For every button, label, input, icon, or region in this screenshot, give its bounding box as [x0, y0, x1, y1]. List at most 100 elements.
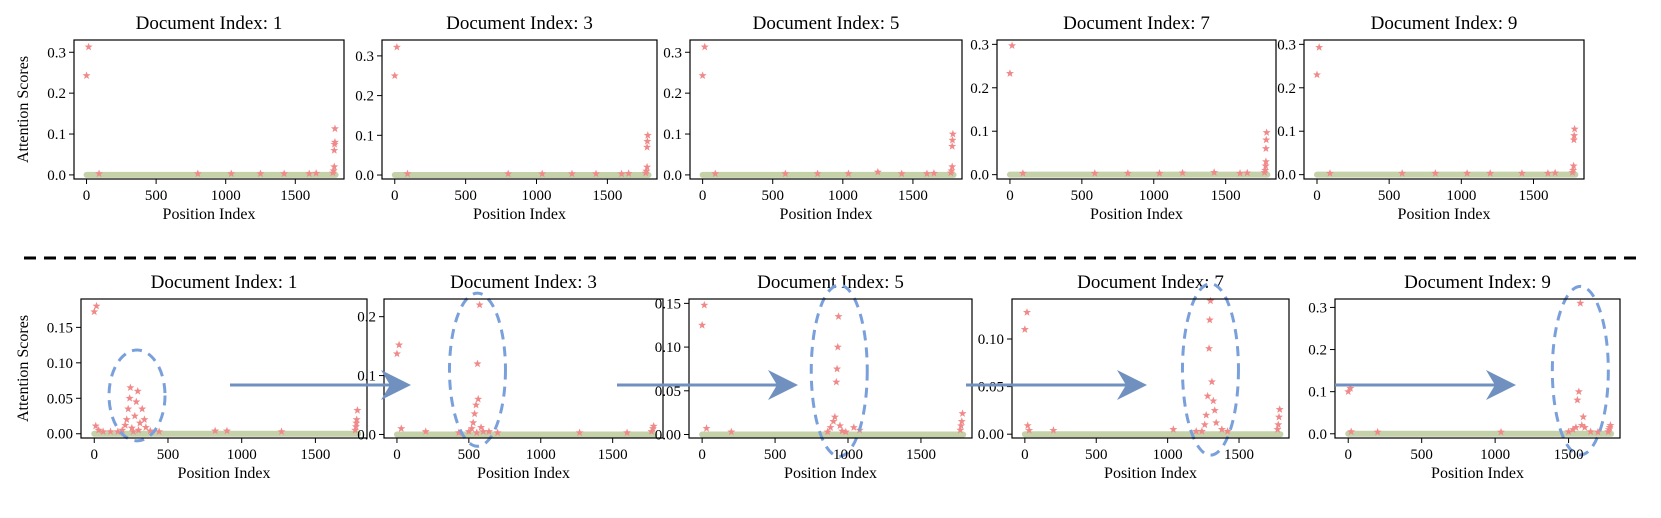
data-point	[454, 428, 463, 437]
y-tick-label: 0.0	[357, 427, 376, 443]
data-point	[82, 71, 91, 79]
data-point	[1155, 169, 1164, 177]
data-point	[833, 364, 842, 373]
data-point	[711, 169, 720, 178]
panel-r2-5: Document Index: 9 0.0 0.1 0.2 0.3 0 500 1000 150…	[1308, 272, 1621, 482]
data-point	[958, 409, 967, 417]
data-point	[948, 142, 957, 150]
data-point	[624, 169, 633, 177]
panel-title: Document Index: 3	[446, 13, 593, 34]
plot-frame	[383, 298, 664, 439]
y-tick-label: 0.15	[47, 320, 73, 336]
panel-title: Document Index: 1	[136, 13, 283, 34]
data-point	[330, 146, 339, 154]
data-point	[700, 42, 709, 51]
data-point	[1223, 427, 1232, 435]
data-point	[84, 42, 93, 51]
data-point	[1586, 427, 1595, 436]
data-point	[140, 415, 149, 423]
data-point	[352, 415, 361, 423]
data-point	[956, 425, 965, 434]
data-point	[948, 135, 957, 144]
x-axis-label: Position Index	[1104, 465, 1197, 482]
data-point	[643, 131, 652, 139]
data-point	[1570, 124, 1579, 133]
x-tick-label: 0	[393, 447, 401, 463]
x-tick-label: 0	[698, 447, 706, 463]
data-point	[567, 169, 576, 178]
data-point	[1210, 168, 1219, 176]
highlight-ellipse	[107, 348, 167, 443]
x-tick-label: 500	[764, 447, 787, 463]
x-tick-label: 1500	[592, 188, 622, 204]
panel-r2-1: Document Index: 1 0.00 0.05 0.10 0.15 0 500 100…	[15, 272, 368, 482]
y-tick-label: 0.2	[970, 81, 989, 97]
data-point	[844, 169, 853, 178]
y-tick-label: 0.2	[355, 89, 374, 105]
data-point	[1398, 169, 1407, 177]
data-point	[1203, 391, 1212, 400]
data-point	[146, 426, 155, 435]
x-tick-label: 1500	[598, 447, 628, 463]
data-point	[1573, 395, 1582, 404]
panel-title: Document Index: 5	[757, 272, 904, 293]
data-point	[91, 421, 100, 430]
data-point	[922, 169, 931, 178]
data-point	[1579, 412, 1588, 421]
data-point	[129, 427, 138, 436]
data-point	[1123, 169, 1132, 177]
data-point	[830, 412, 839, 421]
data-point	[470, 409, 479, 418]
x-axis-label: Position Index	[784, 465, 877, 482]
x-tick-label: 1500	[1554, 447, 1584, 463]
data-point	[211, 426, 220, 435]
data-point	[1209, 396, 1218, 405]
data-point	[277, 427, 286, 436]
panel-r2-2: Document Index: 3 0.0 0.1 0.2 0 500 1000 1500 Po…	[357, 272, 664, 482]
data-point	[834, 312, 843, 320]
data-point	[1486, 169, 1495, 177]
x-axis-label: Position Index	[178, 465, 271, 482]
plot-frame	[80, 298, 368, 439]
x-tick-label: 1500	[906, 447, 936, 463]
data-point	[698, 321, 707, 329]
y-tick-label: 0.3	[1277, 37, 1296, 53]
x-tick-label: 0	[1344, 447, 1352, 463]
y-tick-label: 0.10	[978, 332, 1004, 348]
data-point	[1574, 387, 1583, 396]
x-tick-label: 1000	[211, 188, 241, 204]
data-point	[1049, 426, 1058, 434]
panel-r1-2: Document Index: 3 0.0 0.1 0.2 0.3 0 500 1000 150…	[355, 13, 658, 223]
data-point	[702, 424, 711, 432]
y-tick-label: 0.3	[970, 37, 989, 53]
data-point	[1023, 421, 1032, 430]
data-point	[330, 162, 339, 171]
x-axis-label: Position Index	[473, 206, 566, 223]
data-point	[122, 415, 131, 423]
panel-r1-1: Document Index: 1 0.0 0.1 0.2 0.3 0 500 1000 150…	[15, 13, 345, 223]
data-point	[1261, 166, 1270, 174]
data-point	[1192, 427, 1201, 435]
y-tick-label: 0.1	[47, 127, 66, 143]
data-point	[829, 417, 838, 425]
x-axis-label: Position Index	[780, 206, 873, 223]
data-point	[1564, 427, 1573, 436]
data-point	[1262, 128, 1271, 136]
plot-frame	[688, 298, 973, 439]
x-tick-label: 1000	[1153, 447, 1183, 463]
data-point	[1261, 144, 1270, 152]
x-tick-label: 1500	[280, 188, 310, 204]
panel-title: Document Index: 9	[1404, 272, 1551, 293]
y-tick-label: 0.00	[655, 428, 681, 444]
panel-title: Document Index: 7	[1077, 272, 1224, 293]
x-tick-label: 1000	[833, 447, 863, 463]
x-tick-label: 500	[454, 188, 477, 204]
data-point	[330, 138, 339, 146]
data-point	[538, 169, 547, 178]
data-point	[1313, 70, 1321, 79]
data-point	[132, 397, 141, 406]
data-point	[472, 400, 481, 409]
data-point	[1497, 427, 1505, 436]
data-point	[1205, 315, 1214, 324]
data-point	[472, 428, 481, 437]
